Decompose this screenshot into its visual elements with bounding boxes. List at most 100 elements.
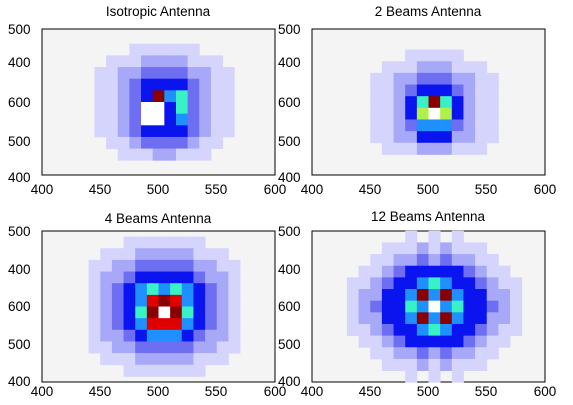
heatmap-cell [510,312,523,325]
heatmap-cell [111,283,124,296]
heatmap-cell [123,248,136,261]
heatmap-cell [210,55,223,68]
heatmap-cell [428,277,441,290]
y-ticks: 500 400 600 500 400 [278,22,301,185]
heatmap-cell [123,306,136,319]
heatmap-cell [135,271,148,284]
heatmap-cell [158,248,171,261]
heatmap-cell [170,329,183,342]
heatmap-cell [393,84,406,97]
heatmap-cell [358,265,371,278]
heatmap-cell [486,312,499,325]
heatmap-cell [158,283,171,296]
heatmap-cell [210,125,223,138]
y-tick-label: 400 [278,55,301,70]
heatmap-cell [123,341,136,354]
heatmap-cell [123,364,136,377]
heatmap-cell [205,248,218,261]
heatmap-cell [370,277,383,290]
heatmap-cell [170,294,183,307]
heatmap-cell [486,107,499,120]
heatmap-cell [175,102,189,115]
heatmap-cell [416,254,429,267]
heatmap-cell [405,72,418,85]
heatmap-cell [181,259,194,272]
heatmap-cell [146,248,159,261]
heatmap-cell [428,61,441,74]
heatmap-cell [164,55,177,68]
heatmap-cell [451,230,464,243]
y-tick-label: 500 [8,224,31,239]
heatmap-cell [193,283,206,296]
heatmap-cell [146,283,159,296]
heatmap-cell [158,318,171,331]
heatmap-cell [164,136,177,149]
heatmap-cell [475,254,488,267]
heatmap-cell [111,341,124,354]
x-tick-label: 600 [534,384,557,399]
heatmap-cell [428,289,441,302]
heatmap-cell [428,312,441,325]
heatmap-cell [405,300,418,313]
heatmap-cell [451,61,464,74]
heatmap-cell [216,353,229,366]
heatmap-cell [381,289,394,302]
heatmap-cell [100,271,113,284]
heatmap-cell [405,119,418,132]
x-tick-label: 500 [147,182,170,197]
chart-title: 4 Beams Antenna [105,211,212,226]
heatmap-cell [129,43,142,56]
heatmap-cell [463,289,476,302]
heatmap-cell [393,61,406,74]
heatmap-cell [416,289,429,302]
y-tick-label: 400 [8,170,31,185]
heatmap-cell [152,102,165,115]
y-tick-label: 500 [278,337,301,352]
y-tick-label: 400 [278,262,301,277]
heatmap-cell [416,96,429,109]
heatmap-cell [158,364,171,377]
heatmap-cell [451,335,464,348]
heatmap-cell [123,294,136,307]
y-tick-label: 500 [8,337,31,352]
heatmap-cell [117,102,130,115]
heatmap-cell [475,358,488,371]
heatmap-cell [475,61,488,74]
heatmap-cell [463,119,476,132]
heatmap-cell [146,318,159,331]
y-tick-label: 500 [278,134,301,149]
y-tick-label: 400 [278,170,301,185]
heatmap-cell [428,265,441,278]
y-tick-label: 600 [278,299,301,314]
heatmap-cell [123,329,136,342]
heatmap-cell [475,277,488,290]
heatmap-cell [475,84,488,97]
chart-title: Isotropic Antenna [106,4,211,19]
heatmap-cell [510,289,523,302]
heatmap-cell [181,283,194,296]
heatmap-cell [463,131,476,144]
heatmap-cell [451,323,464,337]
heatmap-cell [141,67,154,80]
heatmap-cell [106,67,119,80]
heatmap-cell [393,265,406,278]
heatmap-cell [416,131,429,144]
heatmap-cell [228,271,241,284]
heatmap-cell [216,283,229,296]
y-tick-label: 400 [8,262,31,277]
heatmap-cell [381,323,394,337]
heatmap-cell [193,318,206,331]
chart-svg-isotropic: Isotropic Antenna 500 400 600 500 400 40… [8,4,286,197]
heatmap-cell [428,300,441,313]
heatmap-cell [100,248,113,261]
heatmap-cell [405,242,418,255]
heatmap-cell [393,300,406,313]
heatmap-cell [193,341,206,354]
heatmap-cell [475,265,488,278]
heatmap-cell [129,78,142,91]
heatmap-cells [94,43,235,161]
heatmap-cell [135,306,148,319]
heatmap-cell [405,265,418,278]
heatmap-cell [88,259,101,272]
chart-svg-2-beams: 2 Beams Antenna 500 400 600 500 400 400 … [278,4,556,197]
